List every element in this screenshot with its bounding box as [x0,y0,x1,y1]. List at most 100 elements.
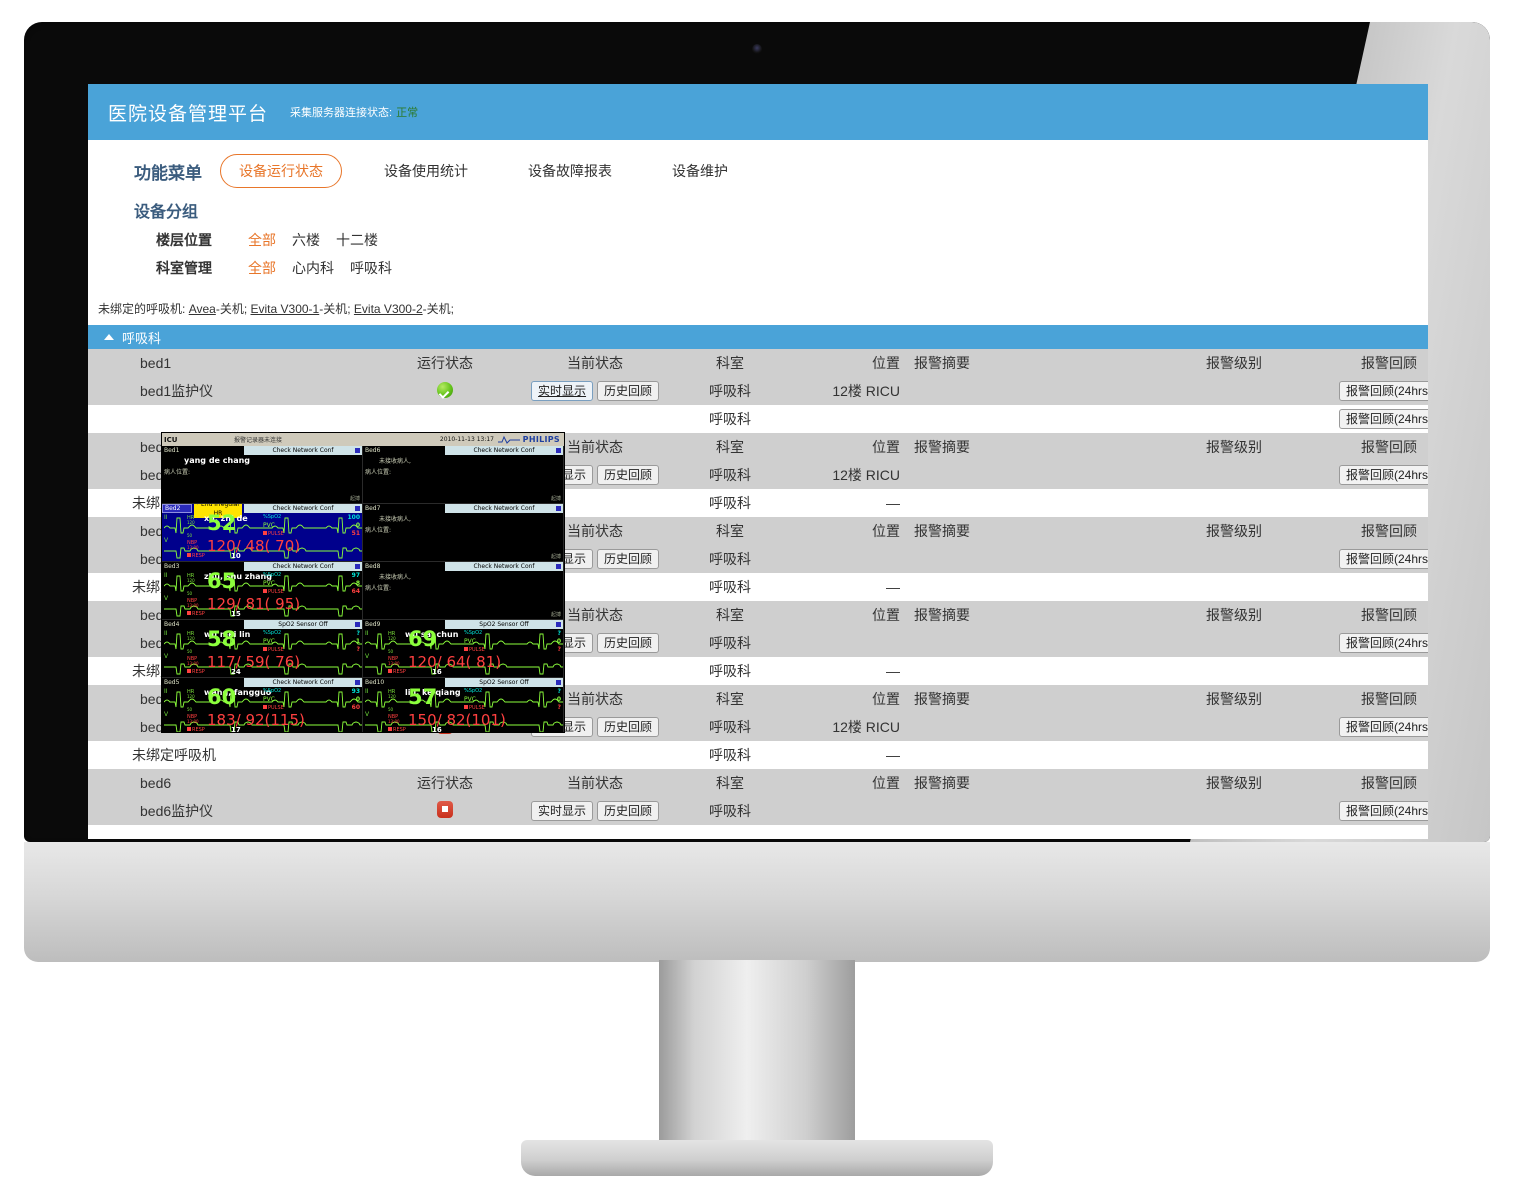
history-review-button[interactable]: 历史回顾 [596,801,659,821]
tab-device-usage-stats[interactable]: 设备使用统计 [384,163,468,179]
philips-no-patient-label: 未接收病人, [379,574,411,581]
section-header-respiratory[interactable]: 呼吸科 [88,325,1428,349]
dropdown-arrow-icon[interactable] [556,564,561,569]
filter-floor-option-all[interactable]: 全部 [248,232,276,248]
philips-pvc-label: PVC [263,696,275,703]
ventilator-alarm-summary [900,405,1164,433]
filter-department-option-all[interactable]: 全部 [248,260,276,276]
device-name: bed6监护仪 [140,803,214,819]
ventilator-alarm-summary [900,825,1164,839]
philips-spo2-value: ? [356,630,360,637]
dropdown-arrow-icon[interactable] [556,622,561,627]
dropdown-arrow-icon[interactable] [355,680,360,685]
history-review-button[interactable]: 历史回顾 [596,549,659,569]
philips-bed-cell[interactable]: Bed6 Check Network Conf 未接收病人, 病人位置: 起搏 [363,446,564,504]
philips-config-dropdown[interactable]: SpO2 Sensor Off [244,620,362,629]
live-display-button[interactable]: 实时显示 [531,801,594,821]
philips-bed-header: Bed7 Check Network Conf [363,504,563,513]
caret-up-icon[interactable] [104,334,114,340]
philips-config-dropdown[interactable]: Check Network Conf [445,562,563,571]
philips-bed-cell[interactable]: Bed1 Check Network Conf yang de chang 病人位置:… [162,446,363,504]
philips-nbp-value: 117/ 59( 76) [207,653,301,671]
philips-config-dropdown[interactable]: SpO2 Sensor Off [445,620,563,629]
philips-resp-label: RESP [187,553,205,559]
philips-spo2-label: %SpO2 [263,630,282,636]
history-review-button[interactable]: 历史回顾 [596,717,659,737]
ventilator-alarm-summary [900,741,1164,769]
philips-bed-cell[interactable]: Bed8 Check Network Conf 未接收病人, 病人位置: 起搏 [363,562,564,620]
history-review-button[interactable]: 历史回顾 [596,633,659,653]
philips-config-dropdown[interactable]: Check Network Conf [445,504,563,513]
dropdown-arrow-icon[interactable] [355,622,360,627]
device-alarm-summary [900,377,1164,405]
dropdown-arrow-icon[interactable] [556,448,561,453]
history-review-button[interactable]: 历史回顾 [596,465,659,485]
device-department: 呼吸科 [709,467,751,483]
tab-device-run-status[interactable]: 设备运行状态 [220,154,342,188]
dropdown-arrow-icon[interactable] [355,506,360,511]
filter-department-option-respiratory[interactable]: 呼吸科 [350,260,392,276]
philips-config-dropdown[interactable]: Check Network Conf [244,504,362,513]
filter-floor-option-6f[interactable]: 六楼 [292,232,320,248]
live-display-button[interactable]: 实时显示 [531,381,594,401]
column-header-run-status: 运行状态 [417,355,473,371]
philips-patient-name: liu, ke qiang [405,688,461,697]
philips-bed-grid: Bed1 Check Network Conf yang de chang 病人位置:… [162,446,564,732]
tab-device-maintenance[interactable]: 设备维护 [672,163,728,179]
alarm-review-24h-button[interactable]: 报警回顾(24hrs) [1338,801,1428,821]
philips-config-dropdown[interactable]: Check Network Conf [244,446,362,455]
device-department: 呼吸科 [709,803,751,819]
history-review-button[interactable]: 历史回顾 [596,381,659,401]
alarm-review-24h-button[interactable]: 报警回顾(24hrs) [1338,633,1428,653]
philips-resp-label: RESP [388,669,406,675]
alarm-review-24h-button[interactable]: 报警回顾(24hrs) [1338,381,1428,401]
column-header-alarm-review: 报警回顾 [1361,439,1417,455]
alarm-review-24h-button[interactable]: 报警回顾(24hrs) [1338,717,1428,737]
philips-bed-cell[interactable]: Bed7 Check Network Conf 未接收病人, 病人位置: 起搏 [363,504,564,562]
column-header-department: 科室 [716,523,744,539]
filter-department-option-cardiology[interactable]: 心内科 [292,260,334,276]
philips-hr-value: 57 [408,685,438,709]
ventilator-location [790,405,900,433]
column-header-location: 位置 [872,355,900,371]
philips-spo2-value: 100 [347,514,360,521]
unbound-ventilator-label: 未绑定呼吸机 [132,747,216,763]
philips-nbp-value: 129/ 81( 95) [207,595,301,613]
dropdown-arrow-icon[interactable] [556,680,561,685]
philips-pvc-label: PVC [464,696,476,703]
dropdown-arrow-icon[interactable] [355,448,360,453]
philips-config-dropdown[interactable]: Check Network Conf [244,562,362,571]
filter-floor-option-12f[interactable]: 十二楼 [336,232,378,248]
table-row: bed6 运行状态 当前状态 科室 位置 报警摘要 报警级别 报警回顾 [88,769,1428,797]
philips-config-dropdown[interactable]: SpO2 Sensor Off [445,678,563,687]
philips-hr-value: 52 [207,511,237,535]
unbound-device-avea[interactable]: Avea [188,302,216,316]
dropdown-arrow-icon[interactable] [355,564,360,569]
ventilator-run-status [370,741,520,769]
philips-hr-value: 69 [408,627,438,651]
unbound-device-evita-v300-1[interactable]: Evita V300-1 [250,302,320,316]
philips-config-dropdown[interactable]: Check Network Conf [244,678,362,687]
ventilator-alarm-summary [900,489,1164,517]
dropdown-arrow-icon[interactable] [556,506,561,511]
philips-lead-label-ii: II [164,688,168,695]
alarm-review-24h-button[interactable]: 报警回顾(24hrs) [1338,409,1428,429]
philips-config-dropdown[interactable]: Check Network Conf [445,446,563,455]
philips-monitor-overlay[interactable]: ICU 报警记录器未连接 2010-11-13 13:17 PHILIPS Be… [161,432,565,733]
philips-bed-cell[interactable]: Bed2 * End Irregular HR Check Network Conf… [162,504,363,562]
ventilator-alarm-level [1164,741,1304,769]
column-header-alarm-level: 报警级别 [1206,775,1262,791]
alarm-review-24h-button[interactable]: 报警回顾(24hrs) [1338,549,1428,569]
ecg-waveform [365,691,563,708]
unbound-device-evita-v300-2[interactable]: Evita V300-2 [353,302,423,316]
alarm-review-24h-button[interactable]: 报警回顾(24hrs) [1338,465,1428,485]
ventilator-location [790,825,900,839]
philips-nbp-label: NBP [187,598,198,604]
device-department: 呼吸科 [709,635,751,651]
tab-device-fault-report[interactable]: 设备故障报表 [528,163,612,179]
